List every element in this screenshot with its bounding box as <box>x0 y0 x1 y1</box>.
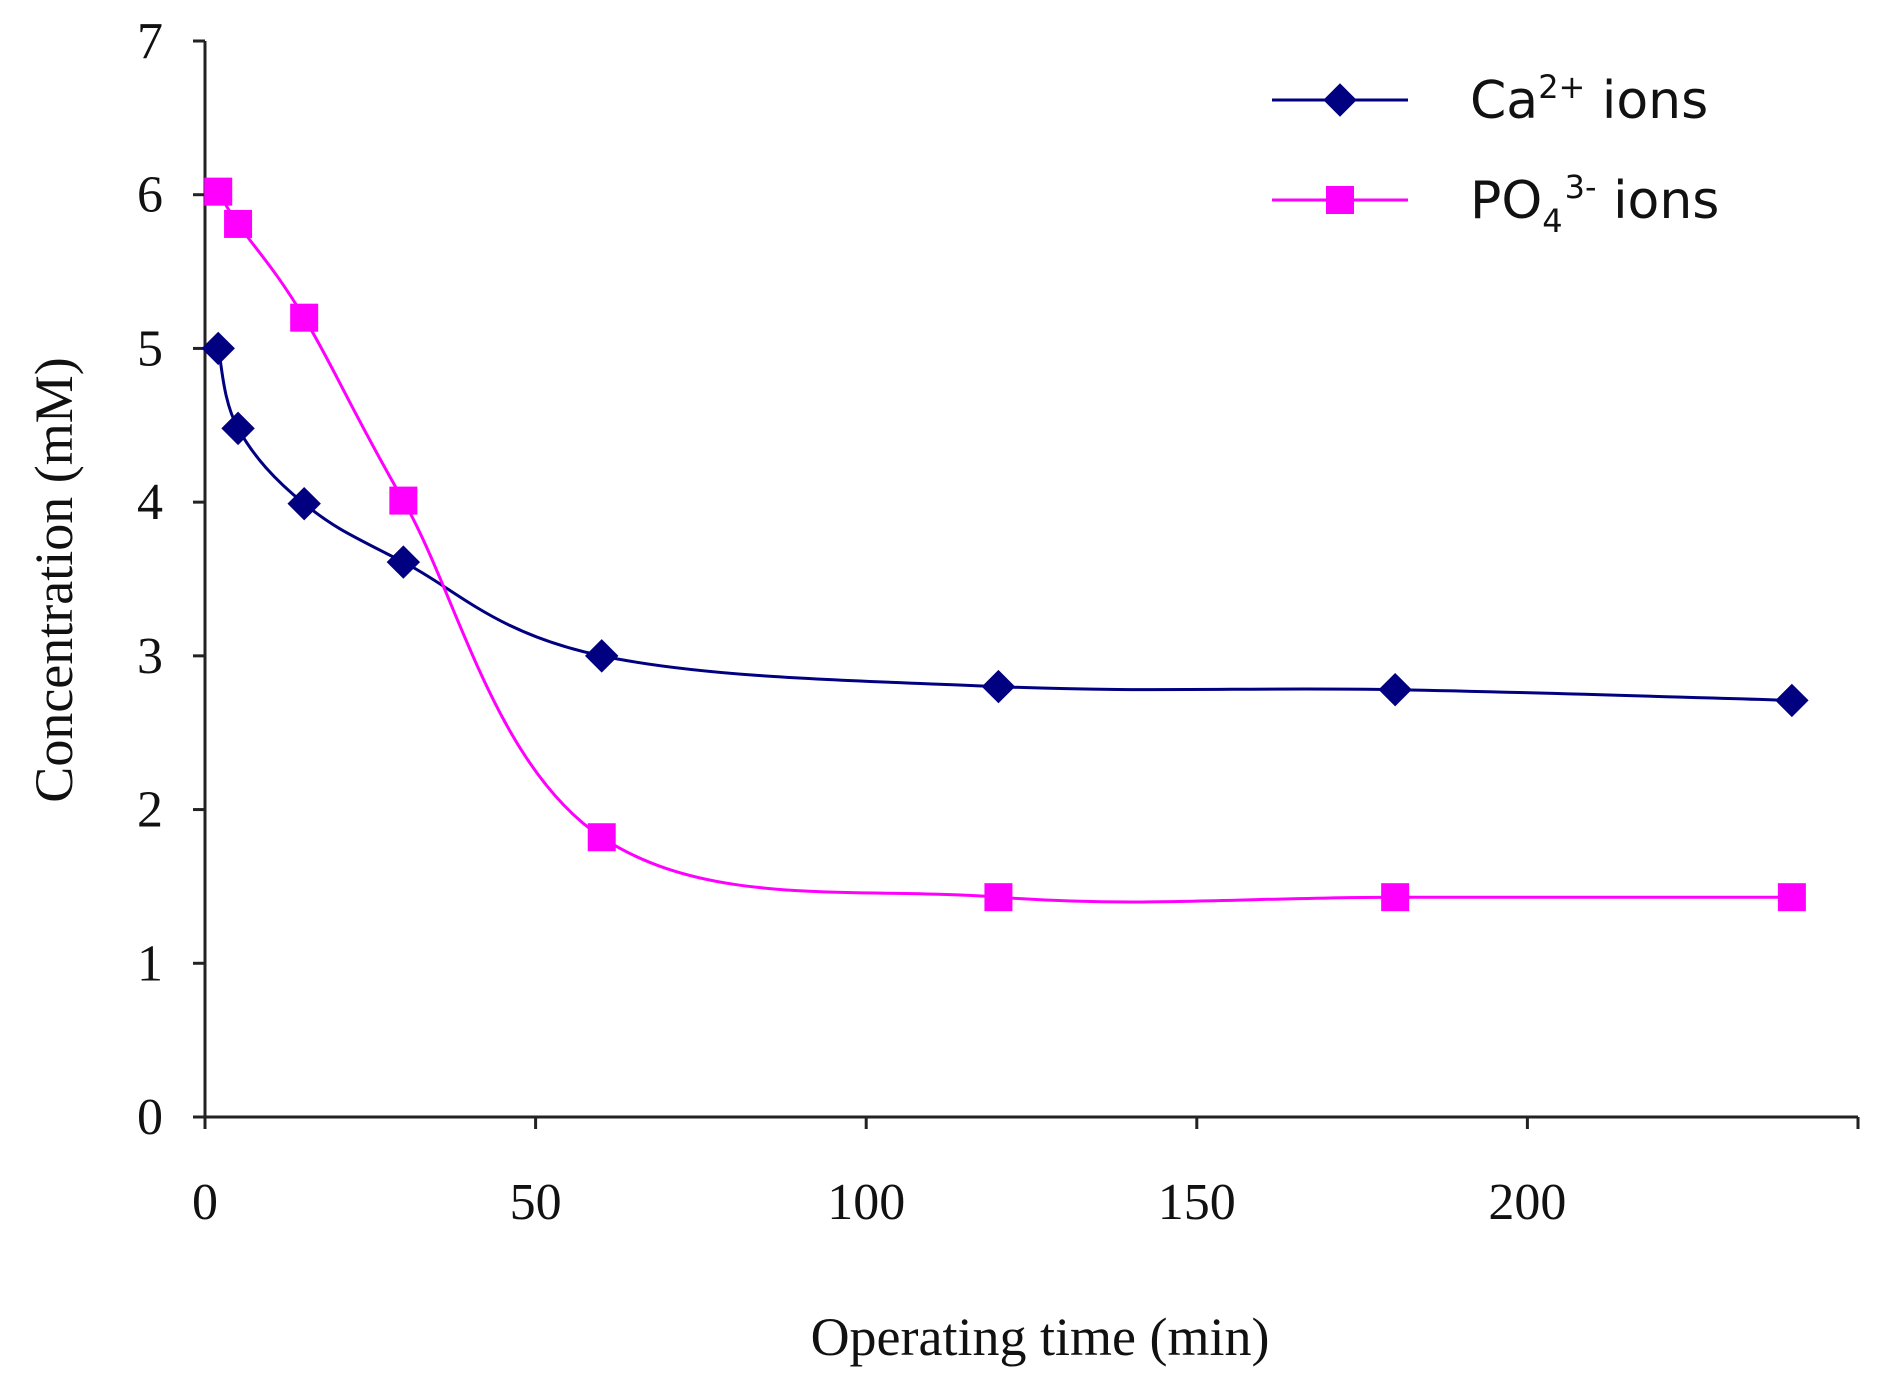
series-po4-point-2 <box>204 177 233 206</box>
y-tick-label-3: 3 <box>137 628 163 685</box>
x-tick-label-150: 150 <box>1158 1174 1236 1231</box>
x-tick-label-100: 100 <box>827 1174 905 1231</box>
series-ca-point-60 <box>585 639 619 673</box>
legend-label-suffix: ions <box>1597 171 1720 231</box>
legend-label-sup: 2+ <box>1538 68 1585 106</box>
legend-marker-po4 <box>1326 186 1354 214</box>
series-ca-point-120 <box>981 669 1016 704</box>
y-tick-label-1: 1 <box>137 935 163 992</box>
series-po4-point-180 <box>1381 883 1410 912</box>
legend-label-base: PO <box>1470 171 1542 231</box>
series-po4-line <box>216 190 1792 904</box>
legend-item-po4: PO43- ions <box>1272 168 1719 240</box>
series-po4 <box>204 177 1806 912</box>
legend-label-suffix: ions <box>1585 71 1708 131</box>
series-po4-point-60 <box>587 823 616 852</box>
series-ca-point-5 <box>221 411 255 446</box>
y-tick-label-4: 4 <box>137 474 163 531</box>
legend-item-ca: Ca2+ ions <box>1272 68 1708 131</box>
legend-label-sup: 3- <box>1565 168 1597 206</box>
series-ca <box>201 331 1809 718</box>
y-tick-label-7: 7 <box>137 13 163 70</box>
y-tick-label-2: 2 <box>137 782 163 839</box>
x-tick-label-200: 200 <box>1488 1174 1566 1231</box>
series-ca-line <box>216 348 1792 702</box>
series-po4-point-240 <box>1777 883 1806 912</box>
series-ca-point-2 <box>201 331 235 366</box>
y-tick-label-0: 0 <box>137 1089 163 1146</box>
legend-label-sub: 4 <box>1542 202 1562 240</box>
series-po4-point-30 <box>389 486 418 515</box>
series-po4-point-15 <box>290 303 319 332</box>
series-po4-point-120 <box>984 883 1013 912</box>
series-ca-point-240 <box>1775 683 1809 718</box>
legend-label-po4: PO43- ions <box>1470 168 1719 240</box>
series-layer <box>201 177 1809 912</box>
legend-marker-ca <box>1323 83 1357 117</box>
series-ca-point-30 <box>386 545 421 579</box>
y-tick-label-5: 5 <box>137 320 163 377</box>
y-axis-title: Concentration (mM) <box>24 357 84 802</box>
x-ticks: 0 50 100 150 200 <box>192 1117 1860 1231</box>
series-po4-point-5 <box>224 209 253 238</box>
axes <box>203 41 1858 1119</box>
legend-label-ca: Ca2+ ions <box>1470 68 1708 131</box>
series-ca-point-180 <box>1378 672 1412 707</box>
legend-label-base: Ca <box>1470 71 1538 131</box>
x-tick-label-0: 0 <box>192 1174 218 1231</box>
y-ticks: 0 1 2 3 4 5 6 7 <box>137 13 205 1146</box>
y-tick-label-6: 6 <box>137 167 163 224</box>
series-ca-point-15 <box>287 486 321 521</box>
x-tick-label-50: 50 <box>510 1174 562 1231</box>
x-axis-title: Operating time (min) <box>811 1307 1270 1367</box>
